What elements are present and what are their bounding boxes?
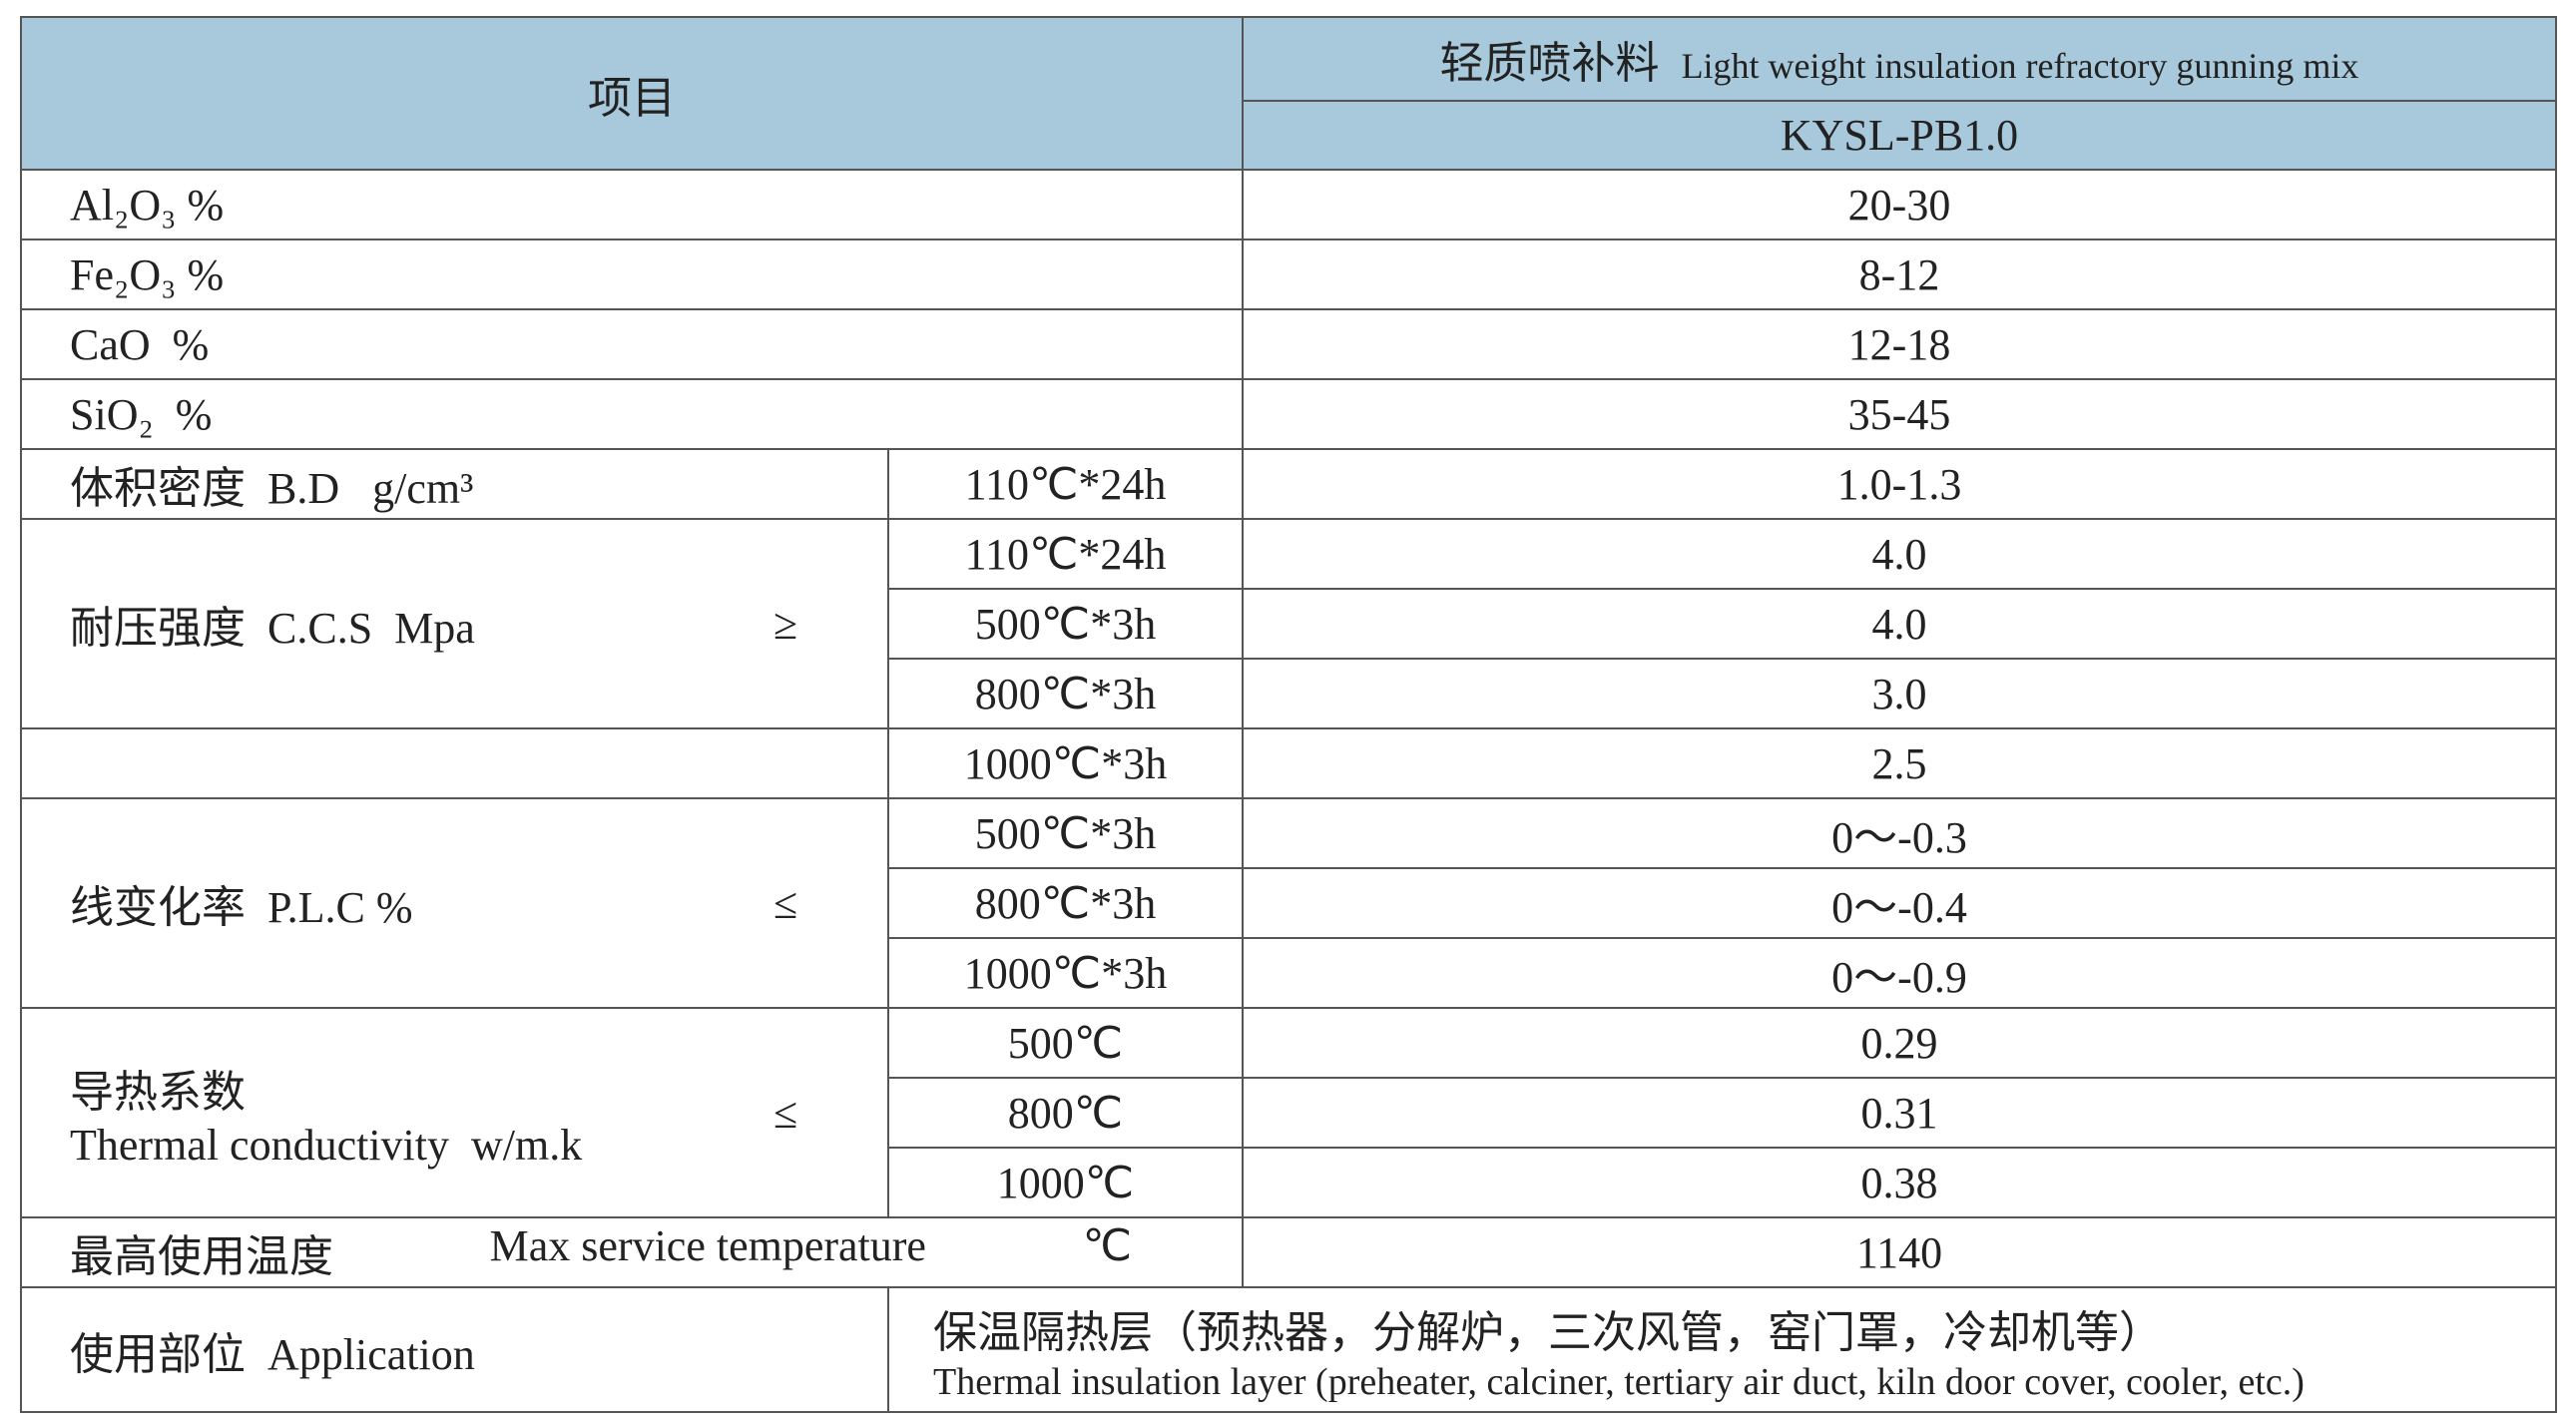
product-name-cn: 轻质喷补料 xyxy=(1439,39,1660,88)
group-label: 导热系数 Thermal conductivity w/m.k ≤ xyxy=(20,1007,889,1218)
test-condition: 500℃*3h xyxy=(887,588,1244,660)
item-value: 35-45 xyxy=(1242,378,2557,450)
table-row: 体积密度 B.D g/cm³ 110℃*24h 1.0-1.3 xyxy=(20,448,2557,520)
max-temp-box: 最高使用温度 Max service temperature ℃ xyxy=(70,1220,1222,1284)
empty-label xyxy=(20,727,889,799)
label-text: 线变化率 P.L.C % xyxy=(70,883,413,932)
item-value: 3.0 xyxy=(1242,658,2557,729)
table-row: 1000℃*3h 2.5 xyxy=(20,727,2557,799)
table-row: 500℃*3h 4.0 xyxy=(21,588,2557,660)
test-condition: 1000℃ xyxy=(887,1147,1244,1218)
group-label-box: 线变化率 P.L.C % ≤ xyxy=(70,871,867,935)
test-condition: 110℃*24h xyxy=(887,448,1244,520)
item-value: 12-18 xyxy=(1242,308,2557,380)
table-row: 项目 轻质喷补料 Light weight insulation refracto… xyxy=(20,16,2557,171)
max-temp-label-cn: 最高使用温度 xyxy=(70,1232,333,1281)
group-label-box: 导热系数 Thermal conductivity w/m.k ≤ xyxy=(70,1056,867,1171)
limit-sign: ≥ xyxy=(773,599,797,649)
table-row: 最高使用温度 Max service temperature ℃ 1140 xyxy=(20,1216,2557,1288)
table-row: 800℃*3h 3.0 xyxy=(21,658,2557,729)
test-condition: 1000℃*3h xyxy=(887,937,1244,1009)
application-cn: 保温隔热层（预热器，分解炉，三次风管，窑门罩，冷却机等） xyxy=(933,1307,2163,1357)
item-label: SiO₂ % xyxy=(20,378,1244,450)
table-row: 800℃*3h 0～-0.4 xyxy=(21,867,2557,939)
table-row: 线变化率 P.L.C % ≤500℃*3h 0～-0.3 xyxy=(20,797,2557,1009)
max-temp-label-en: Max service temperature xyxy=(489,1221,926,1270)
max-temp-label: 最高使用温度 Max service temperature ℃ xyxy=(20,1216,1244,1288)
limit-sign: ≤ xyxy=(773,1088,797,1138)
table-row: Al₂O₃ % 20-30 xyxy=(20,169,2557,240)
group-label: 耐压强度 C.C.S Mpa ≥ xyxy=(20,518,889,729)
test-condition: 500℃ xyxy=(887,1007,1244,1079)
item-value: 2.5 xyxy=(1242,727,2557,799)
test-condition: 800℃*3h xyxy=(887,658,1244,729)
table-row: 800℃ 0.31 xyxy=(21,1077,2557,1149)
item-value: 20-30 xyxy=(1242,169,2557,240)
table-row: Fe₂O₃ % 8-12 xyxy=(20,238,2557,310)
table-row: 使用部位 Application 保温隔热层（预热器，分解炉，三次风管，窑门罩，冷… xyxy=(20,1286,2557,1413)
label-stack: 导热系数 Thermal conductivity w/m.k xyxy=(70,1056,582,1171)
item-value: 8-12 xyxy=(1242,238,2557,310)
item-value: 1140 xyxy=(1242,1216,2557,1288)
application-text: 保温隔热层（预热器，分解炉，三次风管，窑门罩，冷却机等） Thermal insu… xyxy=(887,1286,2557,1413)
item-label: 体积密度 B.D g/cm³ xyxy=(20,448,889,520)
item-value: 0.29 xyxy=(1242,1007,2557,1079)
spec-table: 项目 轻质喷补料 Light weight insulation refracto… xyxy=(20,16,2557,1413)
item-label: Al₂O₃ % xyxy=(20,169,1244,240)
table-row: 1000℃*3h 0～-0.9 xyxy=(21,937,2557,1009)
label-cn: 导热系数 xyxy=(70,1067,246,1117)
table-row: 耐压强度 C.C.S Mpa ≥110℃*24h 4.0 xyxy=(20,518,2557,729)
item-value: 4.0 xyxy=(1242,518,2557,590)
item-value: 0～-0.9 xyxy=(1242,937,2557,1009)
application-en: Thermal insulation layer (preheater, cal… xyxy=(933,1360,2305,1403)
table-row: CaO % 12-18 xyxy=(20,308,2557,380)
item-value: 0.31 xyxy=(1242,1077,2557,1149)
test-condition: 110℃*24h xyxy=(887,518,1244,590)
table-row: 1000℃ 0.38 xyxy=(21,1147,2557,1218)
group-label-box: 耐压强度 C.C.S Mpa ≥ xyxy=(70,592,867,656)
item-value: 4.0 xyxy=(1242,588,2557,660)
limit-sign: ≤ xyxy=(773,878,797,928)
item-value: 0～-0.3 xyxy=(1242,797,2557,869)
item-label: Fe₂O₃ % xyxy=(20,238,1244,310)
test-condition: 800℃*3h xyxy=(887,867,1244,939)
header-item: 项目 xyxy=(20,16,1244,171)
test-condition: 500℃*3h xyxy=(887,797,1244,869)
header-product: 轻质喷补料 Light weight insulation refractory… xyxy=(1242,16,2557,102)
header-grade: KYSL-PB1.0 xyxy=(1242,100,2557,171)
label-text: 耐压强度 C.C.S Mpa xyxy=(70,604,475,653)
application-label: 使用部位 Application xyxy=(20,1286,889,1413)
group-label: 线变化率 P.L.C % ≤ xyxy=(20,797,889,1009)
item-value: 1.0-1.3 xyxy=(1242,448,2557,520)
table-body: 项目 轻质喷补料 Light weight insulation refracto… xyxy=(20,16,2557,1413)
label-en: Thermal conductivity w/m.k xyxy=(70,1120,583,1170)
item-value: 0～-0.4 xyxy=(1242,867,2557,939)
item-value: 0.38 xyxy=(1242,1147,2557,1218)
product-name-en: Light weight insulation refractory gunni… xyxy=(1681,46,2359,86)
max-temp-unit: ℃ xyxy=(1082,1221,1132,1270)
table-row: SiO₂ % 35-45 xyxy=(20,378,2557,450)
test-condition: 1000℃*3h xyxy=(887,727,1244,799)
table-row: KYSL-PB1.0 xyxy=(21,100,2557,171)
test-condition: 800℃ xyxy=(887,1077,1244,1149)
item-label: CaO % xyxy=(20,308,1244,380)
table-row: 导热系数 Thermal conductivity w/m.k ≤500℃ 0.29 xyxy=(20,1007,2557,1218)
